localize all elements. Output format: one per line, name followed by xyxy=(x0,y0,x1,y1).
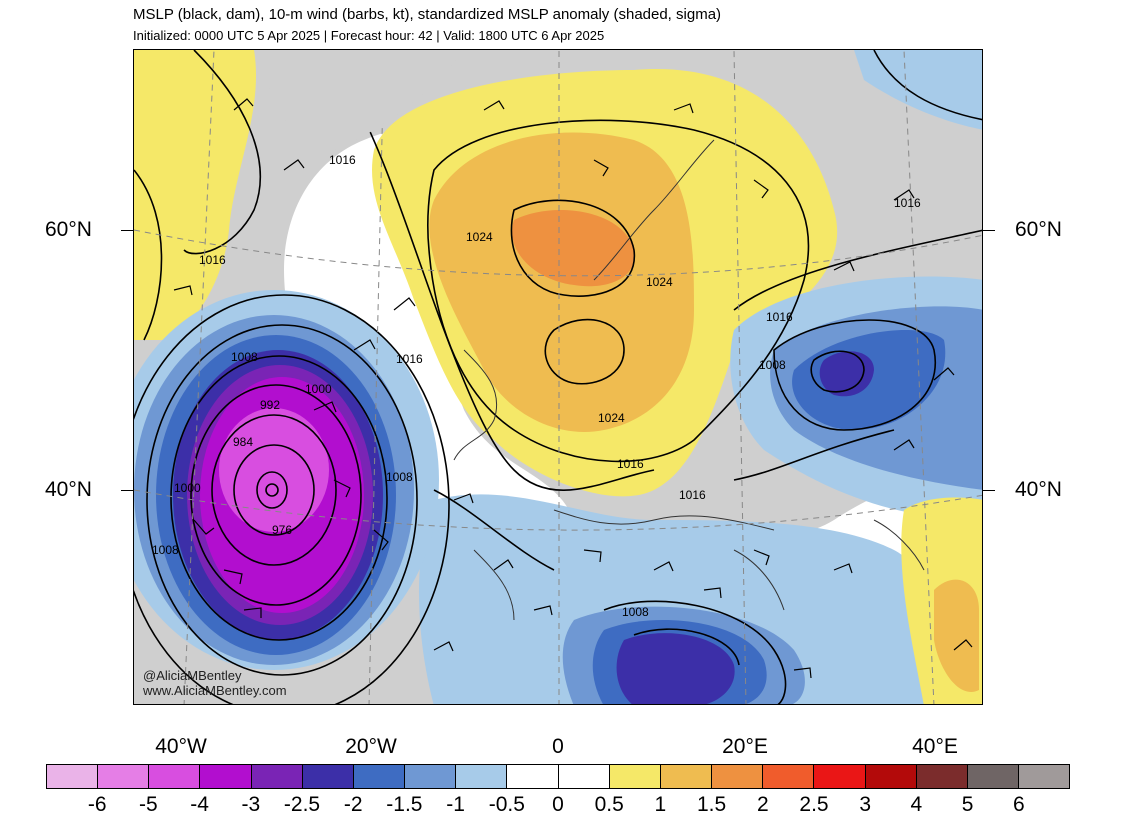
isobars xyxy=(134,50,982,704)
colorbar-label: 1 xyxy=(654,793,667,816)
tick-mark xyxy=(121,490,133,491)
lat-label-right: 60°N xyxy=(1015,218,1062,241)
isobar-label: 1008 xyxy=(152,543,179,557)
isobar-label: 984 xyxy=(233,435,253,449)
anomaly-2-region xyxy=(512,210,635,287)
lat-label-right: 40°N xyxy=(1015,478,1062,501)
colorbar-label: -2 xyxy=(343,793,363,816)
colorbar-swatch xyxy=(558,765,610,788)
colorbar-label: -2.5 xyxy=(283,793,321,816)
lat-label-left: 40°N xyxy=(45,478,92,501)
isobar-label: 1008 xyxy=(386,470,413,484)
colorbar-swatch xyxy=(814,765,866,788)
colorbar-label: -1.5 xyxy=(386,793,423,816)
colorbar-label: 2.5 xyxy=(799,793,829,816)
wind-barbs xyxy=(173,98,973,679)
colorbar-swatch xyxy=(967,765,1019,788)
colorbar-label: -4 xyxy=(190,793,209,816)
map-title: MSLP (black, dam), 10-m wind (barbs, kt)… xyxy=(133,6,722,23)
isobar-label: 1008 xyxy=(759,358,786,372)
isobar-label: 1016 xyxy=(396,352,423,366)
colorbar-label: -3 xyxy=(241,793,261,816)
colorbar-label: 5 xyxy=(961,793,974,816)
colorbar-swatch xyxy=(302,765,354,788)
isobar-label: 1008 xyxy=(622,605,649,619)
map-panel: 1016 1016 1016 1016 1016 1016 1016 1016 … xyxy=(133,49,983,705)
colorbar-label: -0.5 xyxy=(488,793,525,816)
colorbar-swatch xyxy=(98,765,150,788)
lon-label: 40°E xyxy=(912,735,958,758)
colorbar xyxy=(46,764,1070,789)
isobar-label: 1000 xyxy=(305,382,332,396)
colorbar-swatch xyxy=(149,765,201,788)
lon-label: 0 xyxy=(552,735,564,758)
colorbar-label: 2 xyxy=(756,793,769,816)
isobar-label: 1016 xyxy=(329,153,356,167)
isobar-label: 1016 xyxy=(766,310,793,324)
atlantic-low-shading xyxy=(134,290,439,670)
colorbar-label: -1 xyxy=(446,793,465,816)
colorbar-swatch xyxy=(712,765,764,788)
colorbar-swatch xyxy=(763,765,815,788)
isobar-label: 1016 xyxy=(199,253,226,267)
map-graphic: 1016 1016 1016 1016 1016 1016 1016 1016 … xyxy=(134,50,982,704)
colorbar-label: 0.5 xyxy=(594,793,624,816)
isobar-label: 1016 xyxy=(894,196,921,210)
isobar-label: 1024 xyxy=(598,411,625,425)
isobar-label: 976 xyxy=(272,523,292,537)
isobar-label: 1016 xyxy=(679,488,706,502)
colorbar-swatch xyxy=(200,765,252,788)
isobar-label: 992 xyxy=(260,398,280,412)
isobar-label: 1008 xyxy=(231,350,258,364)
tick-mark xyxy=(983,490,995,491)
colorbar-swatch xyxy=(456,765,508,788)
anomaly-15-southeast xyxy=(934,579,979,692)
isobar-label: 1000 xyxy=(174,481,201,495)
graticule xyxy=(134,50,982,704)
tick-mark xyxy=(121,230,133,231)
colorbar-swatch xyxy=(405,765,457,788)
isobar-label: 1024 xyxy=(646,275,673,289)
colorbar-swatch xyxy=(916,765,968,788)
credit-handle: @AliciaMBentley xyxy=(143,668,242,683)
map-subtitle: Initialized: 0000 UTC 5 Apr 2025 | Forec… xyxy=(133,28,605,43)
colorbar-swatch xyxy=(609,765,661,788)
colorbar-label: -6 xyxy=(87,793,107,816)
lon-label: 20°W xyxy=(345,735,397,758)
coastlines xyxy=(453,139,925,621)
colorbar-swatch xyxy=(660,765,713,788)
colorbar-label: 6 xyxy=(1012,793,1025,816)
colorbar-label: 0 xyxy=(552,793,564,816)
colorbar-label: 1.5 xyxy=(696,793,727,816)
colorbar-swatch xyxy=(251,765,303,788)
anomaly-positive-northwest xyxy=(134,50,257,340)
tick-mark xyxy=(983,230,995,231)
colorbar-label: 3 xyxy=(859,793,872,816)
isobar-label: 1024 xyxy=(466,230,493,244)
lon-label: 40°W xyxy=(155,735,207,758)
anomaly-negative-mediterranean xyxy=(419,494,942,704)
isobar-label: 1016 xyxy=(617,457,644,471)
colorbar-swatch xyxy=(865,765,917,788)
land-greenland xyxy=(254,50,464,152)
colorbar-swatch xyxy=(47,765,99,788)
lat-label-left: 60°N xyxy=(45,218,92,241)
colorbar-swatch xyxy=(507,765,559,788)
isobar-labels: 1016 1016 1016 1016 1016 1016 1016 1016 … xyxy=(152,66,921,619)
lon-label: 20°E xyxy=(722,735,768,758)
colorbar-swatch xyxy=(1018,765,1070,788)
credit-website: www.AliciaMBentley.com xyxy=(143,683,287,698)
colorbar-label: -5 xyxy=(139,793,158,816)
colorbar-swatch xyxy=(353,765,406,788)
anomaly-negative-east-25 xyxy=(819,351,874,397)
colorbar-label: 4 xyxy=(910,793,923,816)
anomaly-negative-africa-25 xyxy=(616,633,735,704)
